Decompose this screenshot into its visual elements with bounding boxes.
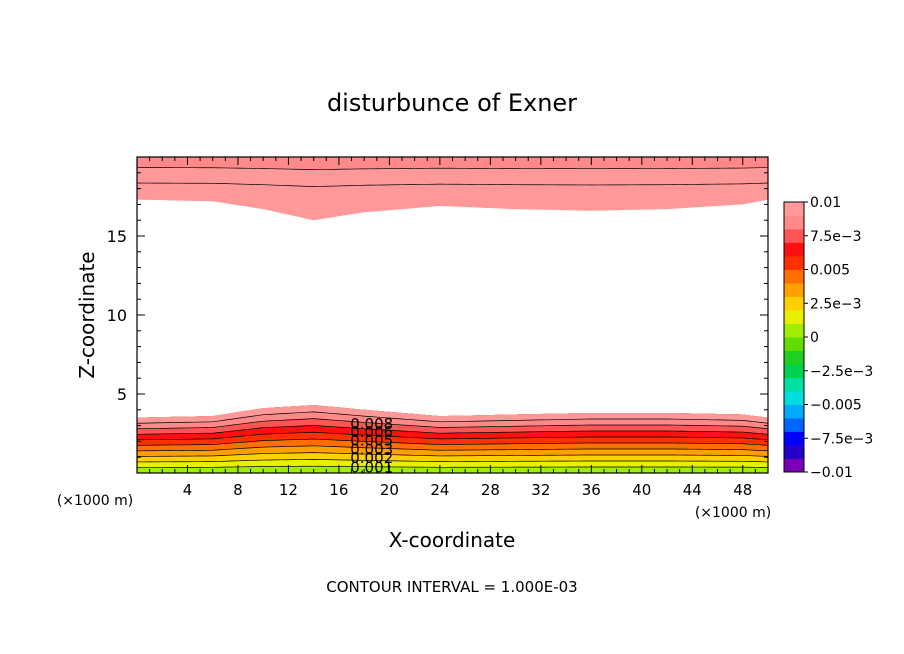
colorbar: 0.01 7.5e−3 0.005 2.5e−3 0 −2.5e−3 −0.005 −7.5e… bbox=[783, 195, 873, 481]
x-unit-left: (×1000 m) bbox=[57, 493, 133, 509]
upper-contour-2 bbox=[136, 167, 769, 170]
colorbar-label: 0 bbox=[810, 330, 819, 346]
lower-contour-6 bbox=[136, 431, 769, 441]
colorbar-swatch bbox=[784, 323, 804, 338]
lower-contour-2 bbox=[136, 459, 769, 463]
chart-title: disturbunce of Exner bbox=[327, 89, 577, 117]
colorbar-label: 2.5e−3 bbox=[810, 296, 862, 312]
colorbar-swatch bbox=[784, 458, 804, 473]
colorbar-label: 0.01 bbox=[810, 195, 841, 211]
upper-band-2 bbox=[137, 157, 768, 170]
colorbar-swatch bbox=[784, 256, 804, 270]
lower-contour-5 bbox=[136, 438, 769, 446]
colorbar-swatch bbox=[784, 242, 804, 257]
lower-contour-7 bbox=[136, 425, 769, 435]
y-tick-label: 5 bbox=[117, 385, 127, 404]
x-tick-label: 44 bbox=[683, 481, 702, 499]
colorbar-label: 7.5e−3 bbox=[810, 229, 862, 245]
colorbar-swatch bbox=[784, 445, 804, 459]
contour-interval-note: CONTOUR INTERVAL = 1.000E-03 bbox=[326, 578, 577, 596]
lower-contour-1 bbox=[136, 465, 769, 468]
contour-label: 0.002 bbox=[350, 449, 393, 467]
lower-contour-4 bbox=[136, 445, 769, 452]
colorbar-swatch bbox=[784, 337, 804, 351]
colorbar-swatch bbox=[784, 310, 804, 324]
plot-area bbox=[136, 157, 769, 473]
x-unit-right: (×1000 m) bbox=[695, 505, 771, 521]
colorbar-swatch bbox=[784, 296, 804, 311]
colorbar-swatch bbox=[784, 404, 804, 419]
y-tick-label: 10 bbox=[107, 306, 127, 325]
colorbar-swatch bbox=[784, 269, 804, 284]
y-tick-label: 15 bbox=[107, 227, 127, 246]
colorbar-swatch bbox=[784, 364, 804, 378]
x-axis-label: X-coordinate bbox=[389, 528, 516, 552]
x-tick-label: 12 bbox=[279, 481, 298, 499]
colorbar-label: −2.5e−3 bbox=[810, 364, 873, 380]
colorbar-label: −0.01 bbox=[810, 465, 853, 481]
contour-label: 0.003 bbox=[350, 440, 393, 458]
contour-label: 0.006 bbox=[350, 423, 393, 441]
x-tick-label: 36 bbox=[582, 481, 601, 499]
x-tick-label: 24 bbox=[430, 481, 449, 499]
x-tick-label: 28 bbox=[481, 481, 500, 499]
upper-contour-1 bbox=[136, 182, 769, 187]
x-tick-label: 16 bbox=[329, 481, 348, 499]
contour-label: 0.001 bbox=[350, 458, 393, 476]
colorbar-swatch bbox=[784, 283, 804, 297]
contour-label: 0.008 bbox=[350, 415, 393, 433]
x-tick-label: 32 bbox=[531, 481, 550, 499]
colorbar-label: −7.5e−3 bbox=[810, 431, 873, 447]
colorbar-swatch bbox=[784, 391, 804, 405]
colorbar-swatch bbox=[784, 229, 804, 243]
y-axis-label: Z-coordinate bbox=[75, 251, 99, 378]
lower-contour-3 bbox=[136, 452, 769, 457]
colorbar-swatch bbox=[784, 431, 804, 446]
lower-contour-8 bbox=[136, 418, 769, 430]
x-tick-label: 8 bbox=[233, 481, 243, 499]
x-tick-label: 48 bbox=[733, 481, 752, 499]
colorbar-swatch bbox=[784, 418, 804, 432]
colorbar-swatch bbox=[784, 215, 804, 230]
colorbar-swatch bbox=[784, 202, 804, 216]
colorbar-swatch bbox=[784, 377, 804, 392]
x-tick-label: 40 bbox=[632, 481, 651, 499]
colorbar-label: 0.005 bbox=[810, 263, 850, 279]
contour-label: 0.005 bbox=[350, 432, 393, 450]
lower-contour-9 bbox=[136, 411, 769, 424]
x-tick-label: 4 bbox=[183, 481, 193, 499]
x-tick-label: 20 bbox=[380, 481, 399, 499]
colorbar-swatch bbox=[784, 350, 804, 365]
colorbar-label: −0.005 bbox=[810, 398, 862, 414]
